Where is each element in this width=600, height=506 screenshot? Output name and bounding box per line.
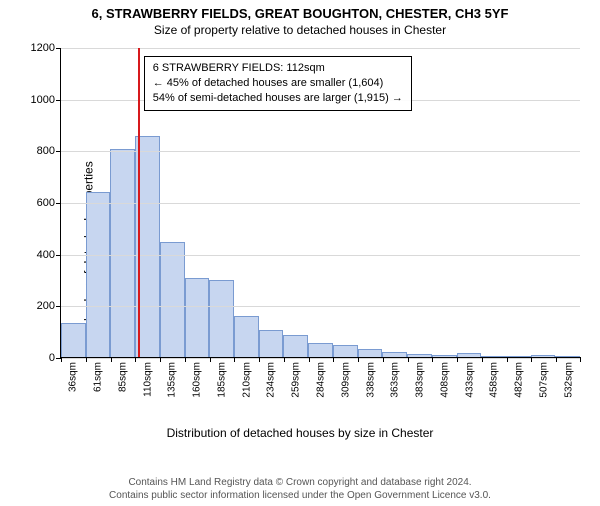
xtick-mark [556, 357, 557, 362]
ytick-mark [56, 48, 61, 49]
histogram-bar [382, 352, 407, 357]
xtick-label: 61sqm [93, 362, 104, 392]
footer-attribution: Contains HM Land Registry data © Crown c… [0, 477, 600, 502]
histogram-bar [358, 349, 383, 357]
histogram-bar [61, 323, 86, 357]
page-subtitle: Size of property relative to detached ho… [0, 23, 600, 37]
xtick-label: 433sqm [464, 362, 475, 398]
gridline [61, 358, 580, 359]
chart-container: Number of detached properties 0200400600… [0, 44, 600, 444]
xtick-label: 482sqm [514, 362, 525, 398]
xtick-label: 532sqm [563, 362, 574, 398]
xtick-label: 458sqm [489, 362, 500, 398]
ytick-label: 1000 [31, 94, 55, 106]
ytick-label: 400 [37, 249, 55, 261]
histogram-bar [160, 242, 185, 357]
xtick-mark [111, 357, 112, 362]
xtick-label: 408sqm [439, 362, 450, 398]
ytick-mark [56, 100, 61, 101]
ytick-mark [56, 151, 61, 152]
xtick-label: 110sqm [142, 362, 153, 397]
ytick-label: 1200 [31, 42, 55, 54]
xtick-mark [383, 357, 384, 362]
histogram-bar [432, 355, 457, 357]
histogram-bar [555, 356, 580, 357]
xtick-mark [259, 357, 260, 362]
xtick-mark [531, 357, 532, 362]
ytick-label: 200 [37, 300, 55, 312]
xtick-mark [284, 357, 285, 362]
xtick-label: 363sqm [390, 362, 401, 398]
histogram-bar [86, 192, 111, 357]
xtick-mark [61, 357, 62, 362]
callout-line-2: ← 45% of detached houses are smaller (1,… [153, 76, 403, 91]
callout-box: 6 STRAWBERRY FIELDS: 112sqm← 45% of deta… [144, 56, 412, 111]
ytick-label: 0 [49, 352, 55, 364]
xtick-mark [408, 357, 409, 362]
histogram-bar [333, 345, 358, 357]
xtick-mark [160, 357, 161, 362]
histogram-bar [531, 355, 556, 357]
histogram-bar [506, 356, 531, 357]
xtick-mark [358, 357, 359, 362]
histogram-bar [283, 335, 308, 357]
xtick-mark [135, 357, 136, 362]
histogram-bar [407, 354, 432, 357]
xtick-label: 135sqm [167, 362, 178, 398]
ytick-label: 600 [37, 197, 55, 209]
xtick-label: 234sqm [266, 362, 277, 398]
plot-area: 02004006008001000120036sqm61sqm85sqm110s… [60, 48, 580, 358]
histogram-bar [209, 280, 234, 358]
xtick-mark [432, 357, 433, 362]
xtick-mark [185, 357, 186, 362]
xtick-mark [580, 357, 581, 362]
page-title: 6, STRAWBERRY FIELDS, GREAT BOUGHTON, CH… [0, 6, 600, 21]
xtick-label: 160sqm [192, 362, 203, 398]
xtick-label: 210sqm [241, 362, 252, 398]
xtick-mark [309, 357, 310, 362]
xtick-mark [333, 357, 334, 362]
xtick-mark [482, 357, 483, 362]
xtick-mark [210, 357, 211, 362]
histogram-bar [234, 316, 259, 357]
histogram-bar [185, 278, 210, 357]
histogram-bar [110, 149, 135, 357]
ytick-mark [56, 203, 61, 204]
xtick-label: 185sqm [216, 362, 227, 398]
callout-line-3: 54% of semi-detached houses are larger (… [153, 91, 403, 106]
xtick-label: 309sqm [340, 362, 351, 398]
xtick-label: 507sqm [538, 362, 549, 398]
property-marker-line [138, 48, 140, 357]
xtick-label: 284sqm [316, 362, 327, 398]
footer-line-1: Contains HM Land Registry data © Crown c… [0, 477, 600, 490]
x-axis-label: Distribution of detached houses by size … [0, 426, 600, 440]
xtick-mark [507, 357, 508, 362]
xtick-label: 36sqm [68, 362, 79, 392]
xtick-label: 259sqm [291, 362, 302, 398]
ytick-mark [56, 255, 61, 256]
footer-line-2: Contains public sector information licen… [0, 490, 600, 503]
xtick-label: 85sqm [117, 362, 128, 392]
histogram-bar [308, 343, 333, 357]
xtick-label: 338sqm [365, 362, 376, 398]
ytick-label: 800 [37, 145, 55, 157]
histogram-bar [481, 356, 506, 357]
xtick-mark [457, 357, 458, 362]
callout-line-1: 6 STRAWBERRY FIELDS: 112sqm [153, 61, 403, 76]
xtick-label: 383sqm [415, 362, 426, 398]
xtick-mark [234, 357, 235, 362]
histogram-bar [259, 330, 284, 357]
histogram-bar [457, 353, 482, 357]
ytick-mark [56, 306, 61, 307]
xtick-mark [86, 357, 87, 362]
